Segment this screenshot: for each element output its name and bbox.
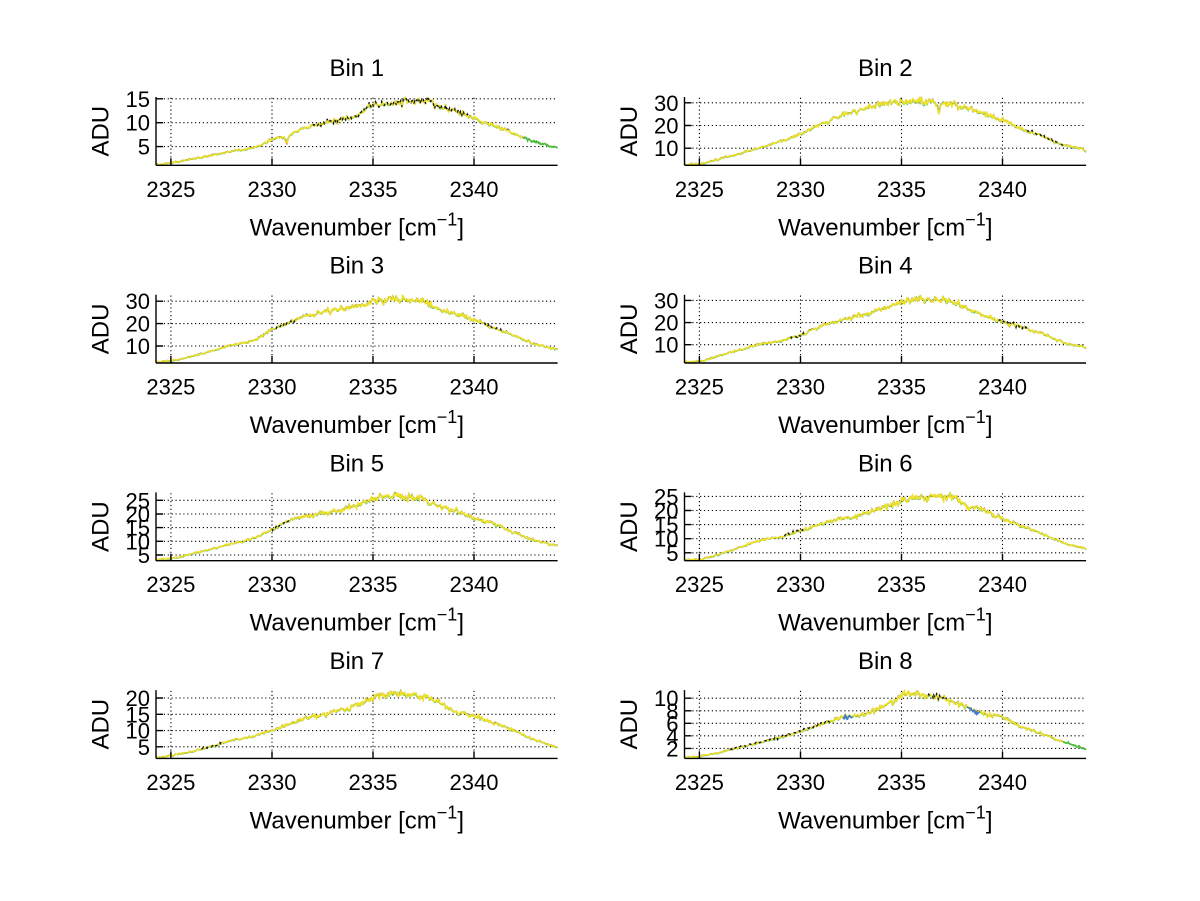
svg-text:4: 4: [666, 724, 678, 749]
svg-text:2330: 2330: [776, 177, 825, 202]
svg-text:6: 6: [666, 711, 678, 736]
svg-text:Bin 1: Bin 1: [329, 55, 384, 82]
svg-text:20: 20: [126, 686, 150, 711]
svg-text:15: 15: [126, 702, 150, 727]
svg-text:2335: 2335: [877, 177, 926, 202]
svg-text:25: 25: [126, 488, 150, 513]
svg-text:25: 25: [654, 484, 678, 509]
svg-text:5: 5: [138, 543, 150, 568]
svg-text:10: 10: [654, 686, 678, 711]
svg-text:Wavenumber [cm−1]: Wavenumber [cm−1]: [778, 209, 992, 241]
svg-text:Bin 3: Bin 3: [329, 253, 384, 280]
svg-text:30: 30: [126, 289, 150, 314]
svg-text:20: 20: [126, 502, 150, 527]
svg-text:30: 30: [654, 91, 678, 116]
svg-text:Bin 4: Bin 4: [858, 253, 913, 280]
svg-text:2330: 2330: [776, 572, 825, 597]
svg-text:20: 20: [126, 312, 150, 337]
svg-text:Bin 5: Bin 5: [329, 450, 384, 477]
svg-text:2330: 2330: [776, 770, 825, 795]
svg-text:ADU: ADU: [88, 501, 115, 552]
svg-text:15: 15: [126, 516, 150, 541]
svg-text:2330: 2330: [248, 375, 297, 400]
svg-text:ADU: ADU: [616, 501, 643, 552]
svg-text:2335: 2335: [349, 177, 398, 202]
svg-text:2340: 2340: [978, 177, 1027, 202]
svg-text:ADU: ADU: [88, 699, 115, 750]
svg-text:Bin 6: Bin 6: [858, 450, 913, 477]
svg-text:8: 8: [666, 699, 678, 724]
svg-text:2340: 2340: [450, 572, 499, 597]
svg-text:2: 2: [666, 736, 678, 761]
svg-text:2340: 2340: [450, 375, 499, 400]
svg-text:5: 5: [666, 541, 678, 566]
svg-text:10: 10: [126, 111, 150, 136]
svg-text:Bin 8: Bin 8: [858, 648, 913, 675]
svg-text:2330: 2330: [776, 375, 825, 400]
svg-text:10: 10: [126, 529, 150, 554]
svg-text:2325: 2325: [146, 375, 195, 400]
svg-text:Wavenumber [cm−1]: Wavenumber [cm−1]: [250, 407, 464, 439]
svg-text:ADU: ADU: [616, 699, 643, 750]
svg-text:2325: 2325: [675, 770, 724, 795]
svg-text:2325: 2325: [146, 177, 195, 202]
svg-text:20: 20: [654, 311, 678, 336]
svg-text:10: 10: [654, 136, 678, 161]
svg-text:15: 15: [654, 513, 678, 538]
svg-text:Bin 7: Bin 7: [329, 648, 384, 675]
svg-text:20: 20: [654, 499, 678, 524]
svg-text:2325: 2325: [146, 770, 195, 795]
svg-text:ADU: ADU: [616, 106, 643, 157]
svg-text:2335: 2335: [349, 572, 398, 597]
svg-text:5: 5: [138, 135, 150, 160]
svg-text:5: 5: [138, 735, 150, 760]
svg-text:Wavenumber [cm−1]: Wavenumber [cm−1]: [778, 802, 992, 834]
svg-text:2325: 2325: [146, 572, 195, 597]
svg-text:2335: 2335: [877, 770, 926, 795]
svg-text:Wavenumber [cm−1]: Wavenumber [cm−1]: [250, 209, 464, 241]
svg-text:2335: 2335: [877, 375, 926, 400]
svg-text:2325: 2325: [675, 177, 724, 202]
svg-text:2330: 2330: [248, 572, 297, 597]
svg-text:Wavenumber [cm−1]: Wavenumber [cm−1]: [778, 605, 992, 637]
svg-text:Bin 2: Bin 2: [858, 55, 913, 82]
svg-text:2340: 2340: [978, 770, 1027, 795]
svg-text:2325: 2325: [675, 375, 724, 400]
svg-text:Wavenumber [cm−1]: Wavenumber [cm−1]: [250, 605, 464, 637]
svg-text:2335: 2335: [349, 375, 398, 400]
svg-text:Wavenumber [cm−1]: Wavenumber [cm−1]: [250, 802, 464, 834]
svg-text:ADU: ADU: [88, 304, 115, 355]
svg-text:10: 10: [126, 334, 150, 359]
svg-text:2335: 2335: [349, 770, 398, 795]
svg-text:30: 30: [654, 288, 678, 313]
svg-text:2325: 2325: [675, 572, 724, 597]
svg-text:2335: 2335: [877, 572, 926, 597]
svg-text:2340: 2340: [978, 572, 1027, 597]
svg-text:15: 15: [126, 87, 150, 112]
svg-text:10: 10: [654, 333, 678, 358]
svg-text:20: 20: [654, 114, 678, 139]
svg-text:10: 10: [126, 719, 150, 744]
svg-text:2340: 2340: [450, 770, 499, 795]
svg-text:2340: 2340: [978, 375, 1027, 400]
svg-text:2340: 2340: [450, 177, 499, 202]
svg-text:2330: 2330: [248, 177, 297, 202]
svg-text:ADU: ADU: [88, 106, 115, 157]
svg-text:Wavenumber [cm−1]: Wavenumber [cm−1]: [778, 407, 992, 439]
svg-text:ADU: ADU: [616, 304, 643, 355]
svg-text:2330: 2330: [248, 770, 297, 795]
svg-text:10: 10: [654, 527, 678, 552]
